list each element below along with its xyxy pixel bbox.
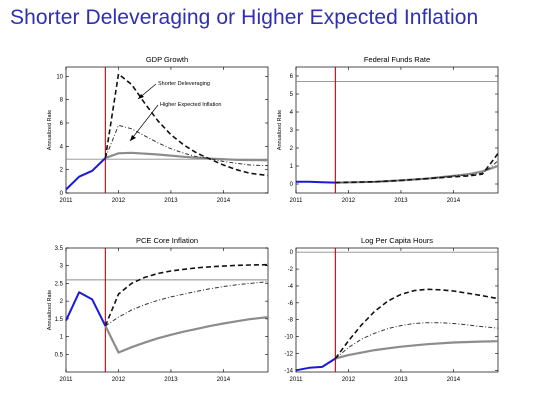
- y-tick-label: 2: [60, 168, 64, 174]
- y-tick-label: -2: [288, 267, 294, 273]
- y-tick-label: 1: [290, 164, 294, 170]
- chart-panel-4: Log Per Capita Hours 2011 2012 2013 2014 0 -2 -…: [284, 236, 499, 383]
- y-tick-label: 2.5: [55, 281, 64, 287]
- series-line-shorter-deleveraging: [334, 288, 499, 359]
- plot-frame: [65, 66, 269, 194]
- y-tick-label: -8: [288, 318, 294, 324]
- series-line-baseline: [335, 340, 499, 360]
- chart-panel-3: PCE Core Inflation Annualized Rate 2011 201…: [47, 236, 269, 383]
- y-tick-label: 4: [60, 144, 64, 150]
- series-line-shorter-deleveraging: [104, 263, 269, 327]
- y-tick-label: 0.5: [55, 352, 64, 358]
- y-tick-label: 0: [290, 250, 294, 256]
- y-tick-label: -6: [288, 301, 294, 307]
- chart-title: Federal Funds Rate: [364, 55, 430, 64]
- x-tick-label: 2013: [164, 198, 178, 204]
- y-tick-label: 3: [290, 128, 294, 134]
- x-tick-label: 2011: [290, 377, 304, 383]
- y-tick-label: -12: [284, 351, 293, 357]
- y-tick-label: 6: [290, 74, 294, 80]
- chart-title: PCE Core Inflation: [136, 236, 198, 245]
- y-tick-label: 0: [60, 191, 64, 197]
- series-line-higher-expected-inflation: [335, 322, 499, 359]
- x-tick-label: 2014: [217, 198, 231, 204]
- y-tick-label: 1.5: [55, 317, 64, 323]
- y-tick-label: -10: [284, 335, 293, 341]
- x-tick-label: 2011: [60, 377, 74, 383]
- chart-title: GDP Growth: [146, 55, 188, 64]
- x-tick-label: 2012: [342, 198, 356, 204]
- annotation-arrow-2: [129, 104, 159, 142]
- y-tick-label: 0: [290, 182, 294, 188]
- y-axis-label: Annualized Rate: [47, 110, 53, 150]
- y-axis-label: Annualized Rate: [47, 290, 53, 330]
- x-tick-label: 2013: [394, 198, 408, 204]
- series-line-higher-expected-inflation: [105, 281, 269, 327]
- annotation-arrowhead-1: [138, 94, 144, 99]
- x-tick-label: 2012: [112, 198, 126, 204]
- annotation-higher-expected-inflation: Higher Expected Inflation: [160, 102, 221, 108]
- y-tick-label: 10: [56, 74, 63, 80]
- y-tick-label: 2: [290, 146, 294, 152]
- plot-frame: [295, 247, 499, 373]
- chart-title: Log Per Capita Hours: [361, 236, 433, 245]
- slide-title: Shorter Deleveraging or Higher Expected …: [10, 6, 479, 29]
- series-line-history: [295, 357, 336, 372]
- series-line-history: [296, 180, 336, 184]
- annotation-arrowhead-2: [130, 135, 136, 141]
- series-line-history: [65, 291, 107, 327]
- y-tick-label: 3.5: [55, 246, 64, 252]
- y-tick-label: 2: [60, 299, 64, 305]
- series-line-baseline: [105, 151, 269, 162]
- plot-frame: [65, 247, 269, 373]
- annotation-shorter-deleveraging: Shorter Deleveraging: [158, 81, 210, 87]
- y-tick-label: 8: [60, 98, 64, 104]
- series-line-baseline: [104, 316, 269, 354]
- series-line-shorter-deleveraging: [104, 73, 269, 177]
- x-tick-label: 2013: [164, 377, 178, 383]
- x-tick-label: 2014: [217, 377, 231, 383]
- y-tick-label: 1: [60, 335, 64, 341]
- series-line-history: [65, 157, 107, 191]
- y-tick-label: -14: [284, 368, 293, 374]
- x-tick-label: 2012: [112, 377, 126, 383]
- y-tick-label: 6: [60, 121, 64, 127]
- series-line-higher-expected-inflation: [104, 124, 269, 167]
- x-tick-label: 2011: [290, 198, 304, 204]
- x-tick-label: 2011: [60, 198, 74, 204]
- y-tick-label: 3: [60, 264, 64, 270]
- x-tick-label: 2014: [447, 198, 461, 204]
- x-tick-label: 2014: [447, 377, 461, 383]
- x-tick-label: 2012: [342, 377, 356, 383]
- y-tick-label: -4: [288, 284, 294, 290]
- series-line-shorter-deleveraging: [335, 152, 499, 184]
- y-axis-label: Annualized Rate: [277, 110, 283, 150]
- y-tick-label: 5: [290, 92, 294, 98]
- y-tick-label: 4: [290, 110, 294, 116]
- x-tick-label: 2013: [394, 377, 408, 383]
